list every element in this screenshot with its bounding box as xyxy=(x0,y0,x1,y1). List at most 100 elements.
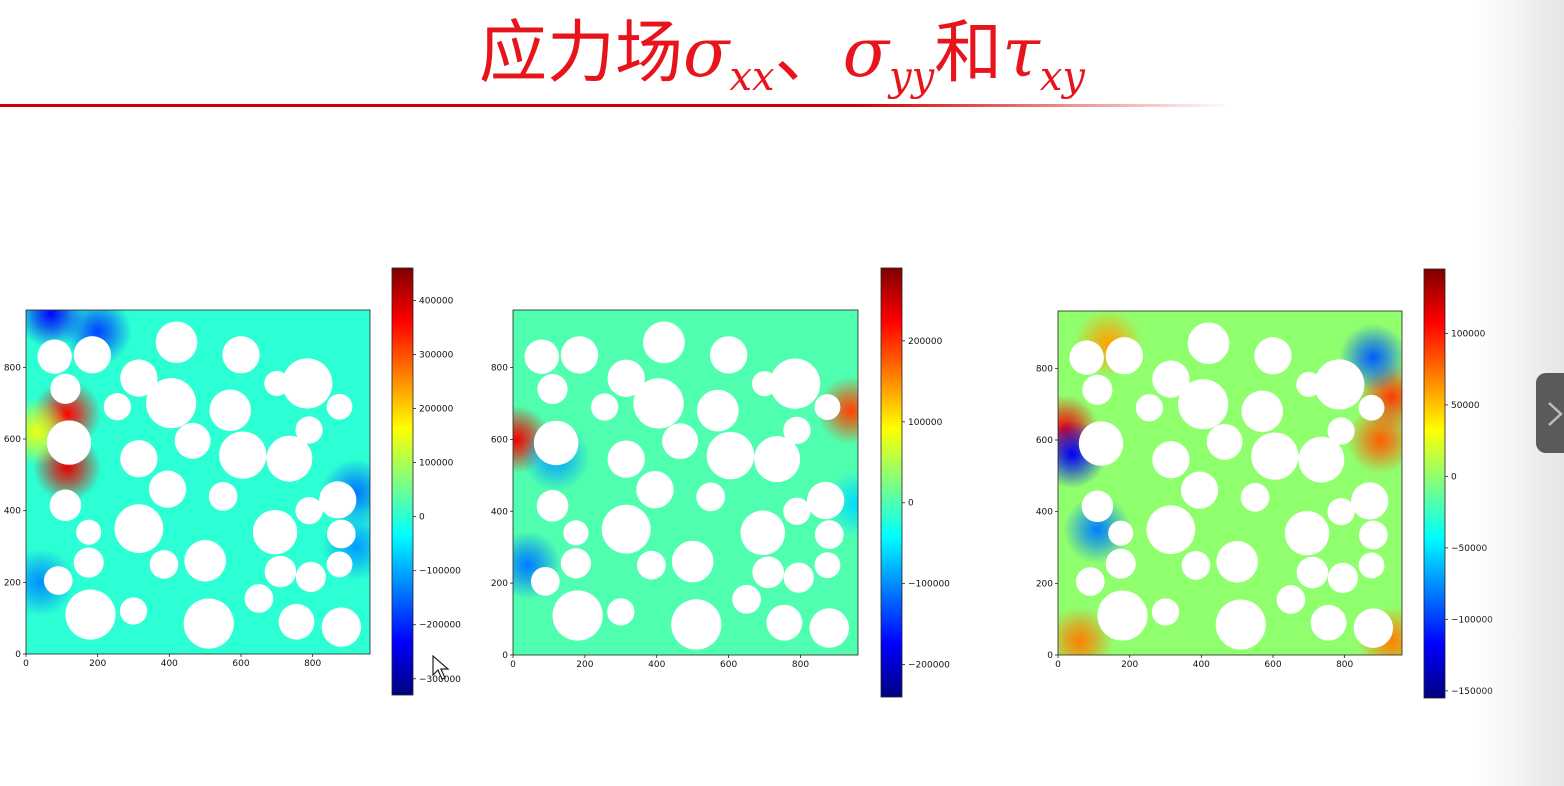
x-tick-label: 600 xyxy=(232,659,249,669)
inclusion-hole xyxy=(120,359,158,397)
y-tick-label: 800 xyxy=(4,363,21,373)
inclusion-hole xyxy=(183,598,234,649)
inclusion-hole xyxy=(1075,567,1105,596)
inclusion-hole xyxy=(73,336,111,374)
inclusion-hole xyxy=(184,540,226,582)
inclusion-hole xyxy=(601,504,651,554)
colorbar-tick-label: 0 xyxy=(1451,472,1457,482)
inclusion-hole xyxy=(1298,436,1345,483)
inclusion-hole xyxy=(1178,379,1229,430)
x-tick-label: 600 xyxy=(1264,660,1281,670)
inclusion-hole xyxy=(563,520,589,546)
inclusion-hole xyxy=(560,548,591,579)
inclusion-hole xyxy=(76,519,102,545)
inclusion-hole xyxy=(50,373,81,404)
inclusion-hole xyxy=(244,584,274,613)
x-tick-label: 400 xyxy=(1193,660,1210,670)
inclusion-hole xyxy=(266,435,313,482)
y-tick-label: 200 xyxy=(1036,579,1053,589)
inclusion-hole xyxy=(1254,337,1292,375)
colorbar-tick-label: 200000 xyxy=(908,337,943,347)
inclusion-hole xyxy=(295,497,323,525)
inclusion-hole xyxy=(119,597,148,625)
inclusion-hole xyxy=(1327,498,1355,526)
y-tick-label: 800 xyxy=(491,364,508,374)
colorbar-tick-label: −100000 xyxy=(419,567,461,577)
inclusion-hole xyxy=(636,471,674,509)
colorbar-tick-label: −300000 xyxy=(419,675,461,685)
inclusion-hole xyxy=(73,547,104,578)
stress-panel-tau_xy: 0 200 400 600 800 0 200 400 600 800 100000 50000 0 −5… xyxy=(1036,268,1493,699)
inclusion-hole xyxy=(671,540,714,583)
x-tick-label: 600 xyxy=(720,660,737,670)
colorbar xyxy=(391,267,414,696)
colorbar-tick-label: −100000 xyxy=(1451,615,1493,625)
y-tick-label: 0 xyxy=(15,650,21,660)
inclusion-hole xyxy=(636,550,666,580)
chevron-right-icon xyxy=(1548,402,1563,426)
inclusion-hole xyxy=(697,389,739,432)
title-subscript-xx: xx xyxy=(729,54,775,100)
x-tick-label: 400 xyxy=(648,660,665,670)
inclusion-hole xyxy=(607,440,645,478)
inclusion-hole xyxy=(1151,598,1180,626)
inclusion-hole xyxy=(114,504,164,553)
y-tick-label: 400 xyxy=(4,507,21,517)
inclusion-hole xyxy=(633,378,684,429)
colorbar-tick-label: 0 xyxy=(908,499,914,509)
y-tick-label: 600 xyxy=(4,435,21,445)
inclusion-hole xyxy=(49,489,82,522)
inclusion-hole xyxy=(769,358,821,409)
inclusion-hole xyxy=(1216,541,1258,583)
colorbar-tick-label: −150000 xyxy=(1451,687,1493,697)
inclusion-hole xyxy=(1152,441,1190,479)
inclusion-hole xyxy=(321,607,362,647)
x-tick-label: 200 xyxy=(89,659,106,669)
inclusion-hole xyxy=(326,551,353,578)
inclusion-hole xyxy=(1240,483,1270,512)
colorbar xyxy=(880,267,903,698)
inclusion-hole xyxy=(1327,562,1358,594)
colorbar-tick-label: 400000 xyxy=(419,296,454,306)
y-tick-label: 200 xyxy=(491,579,508,589)
x-tick-label: 200 xyxy=(576,660,593,670)
inclusion-hole xyxy=(278,603,315,640)
inclusion-hole xyxy=(1358,394,1385,421)
inclusion-hole xyxy=(1108,520,1134,546)
y-tick-label: 200 xyxy=(4,578,21,588)
inclusion-hole xyxy=(754,436,801,483)
next-slide-button[interactable] xyxy=(1536,373,1564,453)
stress-panel-sigma_xx: 0 200 400 600 800 0 200 400 600 800 400000 300000 20… xyxy=(4,267,461,696)
inclusion-hole xyxy=(607,598,635,626)
inclusion-hole xyxy=(662,423,699,460)
title-sigma-symbol: σ xyxy=(683,14,730,93)
inclusion-hole xyxy=(252,509,298,555)
inclusion-hole xyxy=(103,393,131,421)
colorbar-tick-label: −200000 xyxy=(419,621,461,631)
x-tick-label: 200 xyxy=(1121,660,1138,670)
inclusion-hole xyxy=(1187,322,1230,365)
colorbar-tick-label: −50000 xyxy=(1451,544,1487,554)
colorbar-tick-label: −200000 xyxy=(908,661,950,671)
inclusion-hole xyxy=(1105,337,1143,375)
inclusion-hole xyxy=(814,552,841,579)
inclusion-hole xyxy=(1152,360,1190,398)
colorbar-tick-label: 200000 xyxy=(419,405,454,415)
title-underline xyxy=(0,104,1230,107)
y-tick-label: 400 xyxy=(1036,508,1053,518)
title-sigma-symbol-2: σ xyxy=(842,14,889,93)
inclusion-hole xyxy=(1310,604,1347,641)
inclusion-hole xyxy=(1284,510,1330,556)
inclusion-hole xyxy=(1353,608,1394,648)
inclusion-hole xyxy=(120,440,158,478)
inclusion-hole xyxy=(533,420,579,466)
inclusion-hole xyxy=(814,394,841,420)
inclusion-hole xyxy=(264,555,297,588)
x-tick-label: 0 xyxy=(510,660,516,670)
inclusion-hole xyxy=(1215,599,1266,650)
inclusion-hole xyxy=(1180,471,1219,509)
stress-hotspot xyxy=(1063,495,1132,564)
slide-title: 应力场σxx、σyy和τxy xyxy=(0,14,1564,103)
inclusion-hole xyxy=(1241,390,1284,433)
